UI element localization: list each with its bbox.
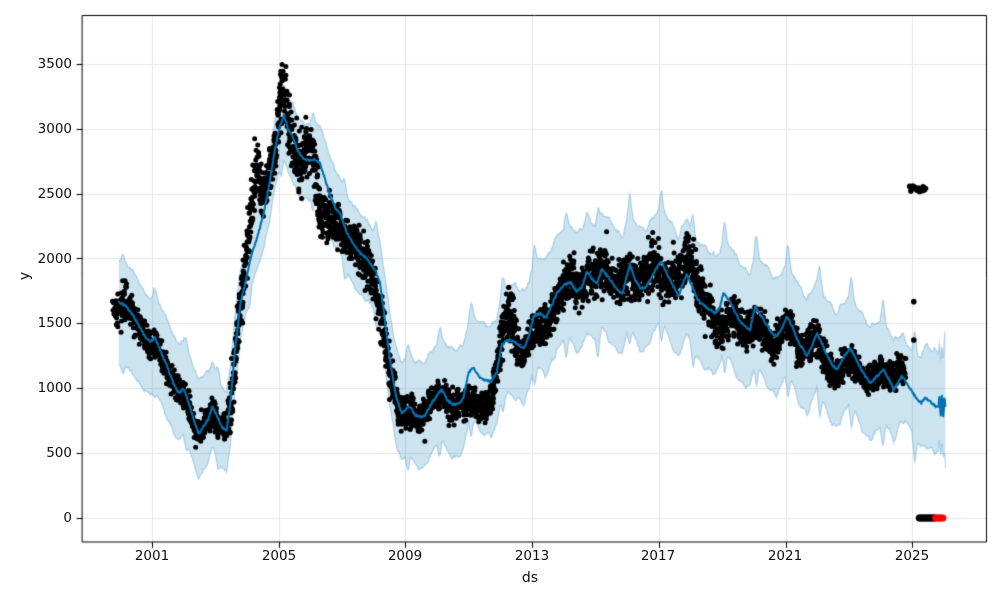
- y-tick-label: 500: [46, 445, 72, 461]
- y-tick-label: 1500: [37, 315, 72, 331]
- y-tick-label: 2500: [37, 186, 72, 202]
- x-tick-label: 2009: [387, 548, 423, 564]
- y-axis-label: y: [17, 271, 33, 281]
- y-tick-label: 3500: [37, 56, 72, 72]
- x-tick-label: 2005: [261, 548, 297, 564]
- y-tick-label: 2000: [37, 251, 72, 267]
- x-axis-label: ds: [521, 570, 539, 586]
- x-tick-label: 2017: [640, 548, 676, 564]
- y-tick-label: 0: [63, 510, 72, 526]
- x-tick-label: 2021: [767, 548, 803, 564]
- x-tick-label: 2013: [514, 548, 550, 564]
- x-tick-label: 2025: [894, 548, 930, 564]
- y-tick-label: 1000: [37, 380, 72, 396]
- y-tick-label: 3000: [37, 121, 72, 137]
- x-tick-label: 2001: [134, 548, 170, 564]
